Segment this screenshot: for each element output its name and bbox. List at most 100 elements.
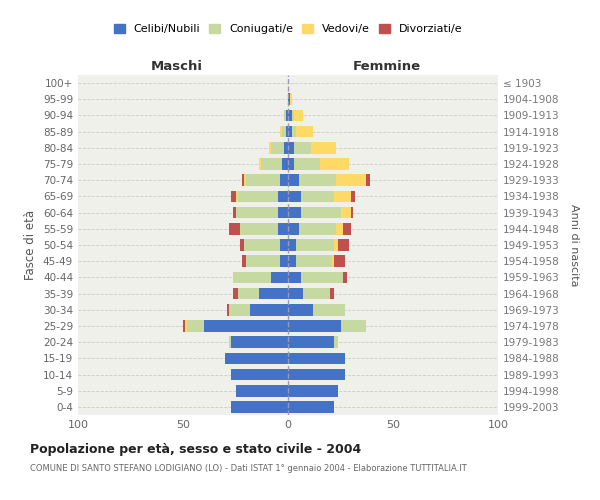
Bar	[351, 190, 355, 202]
Bar	[301, 207, 341, 218]
Bar	[288, 304, 313, 316]
Bar	[238, 288, 259, 300]
Bar	[296, 256, 332, 267]
Bar	[235, 207, 277, 218]
Bar	[277, 223, 288, 234]
Bar	[227, 304, 229, 316]
Bar	[343, 272, 347, 283]
Bar	[332, 256, 334, 267]
Text: Popolazione per età, sesso e stato civile - 2004: Popolazione per età, sesso e stato civil…	[30, 442, 361, 456]
Bar	[250, 304, 288, 316]
Bar	[233, 288, 238, 300]
Bar	[280, 174, 288, 186]
Bar	[288, 336, 334, 348]
Bar	[288, 288, 303, 300]
Legend: Celibi/Nubili, Coniugati/e, Vedovi/e, Divorziati/e: Celibi/Nubili, Coniugati/e, Vedovi/e, Di…	[109, 20, 467, 38]
Bar	[232, 190, 235, 202]
Bar	[277, 190, 288, 202]
Bar	[280, 256, 288, 267]
Bar	[271, 272, 288, 283]
Bar	[286, 126, 288, 138]
Bar	[244, 174, 246, 186]
Bar	[185, 320, 187, 332]
Bar	[235, 190, 238, 202]
Bar	[277, 207, 288, 218]
Bar	[242, 256, 246, 267]
Bar	[229, 304, 250, 316]
Bar	[288, 190, 301, 202]
Bar	[288, 207, 301, 218]
Bar	[299, 223, 337, 234]
Bar	[330, 288, 334, 300]
Bar	[229, 336, 232, 348]
Bar	[259, 288, 288, 300]
Bar	[269, 142, 271, 154]
Bar	[334, 256, 344, 267]
Bar	[233, 272, 271, 283]
Bar	[271, 142, 284, 154]
Bar	[232, 336, 288, 348]
Bar	[225, 352, 288, 364]
Bar	[204, 320, 288, 332]
Bar	[301, 190, 334, 202]
Bar	[351, 207, 353, 218]
Bar	[337, 223, 343, 234]
Bar	[183, 320, 185, 332]
Bar	[244, 239, 280, 251]
Bar	[299, 174, 337, 186]
Text: Maschi: Maschi	[151, 60, 203, 72]
Bar	[284, 110, 286, 122]
Bar	[260, 158, 282, 170]
Bar	[366, 174, 370, 186]
Bar	[288, 158, 295, 170]
Bar	[288, 256, 296, 267]
Bar	[295, 110, 303, 122]
Bar	[288, 94, 290, 105]
Bar	[290, 94, 292, 105]
Bar	[229, 223, 240, 234]
Bar	[233, 207, 235, 218]
Bar	[259, 158, 260, 170]
Bar	[288, 272, 301, 283]
Bar	[288, 352, 345, 364]
Bar	[246, 256, 280, 267]
Bar	[288, 239, 296, 251]
Bar	[296, 126, 313, 138]
Bar	[341, 207, 351, 218]
Bar	[296, 239, 334, 251]
Bar	[286, 110, 288, 122]
Bar	[288, 142, 295, 154]
Bar	[235, 385, 288, 396]
Bar	[334, 239, 338, 251]
Bar	[280, 239, 288, 251]
Bar	[288, 110, 292, 122]
Bar	[313, 304, 344, 316]
Bar	[341, 320, 366, 332]
Bar	[343, 223, 351, 234]
Bar	[303, 288, 330, 300]
Bar	[295, 158, 320, 170]
Bar	[284, 142, 288, 154]
Bar	[232, 368, 288, 380]
Y-axis label: Anni di nascita: Anni di nascita	[569, 204, 579, 286]
Bar	[334, 336, 338, 348]
Bar	[282, 126, 286, 138]
Bar	[288, 223, 299, 234]
Bar	[292, 110, 295, 122]
Bar	[288, 320, 341, 332]
Bar	[246, 174, 280, 186]
Bar	[334, 190, 351, 202]
Bar	[320, 158, 349, 170]
Bar	[232, 401, 288, 412]
Bar	[311, 142, 337, 154]
Bar	[240, 239, 244, 251]
Bar	[240, 223, 277, 234]
Bar	[242, 174, 244, 186]
Bar	[338, 239, 349, 251]
Bar	[301, 272, 343, 283]
Y-axis label: Fasce di età: Fasce di età	[25, 210, 37, 280]
Bar	[280, 126, 282, 138]
Bar	[288, 401, 334, 412]
Bar	[292, 126, 296, 138]
Bar	[337, 174, 366, 186]
